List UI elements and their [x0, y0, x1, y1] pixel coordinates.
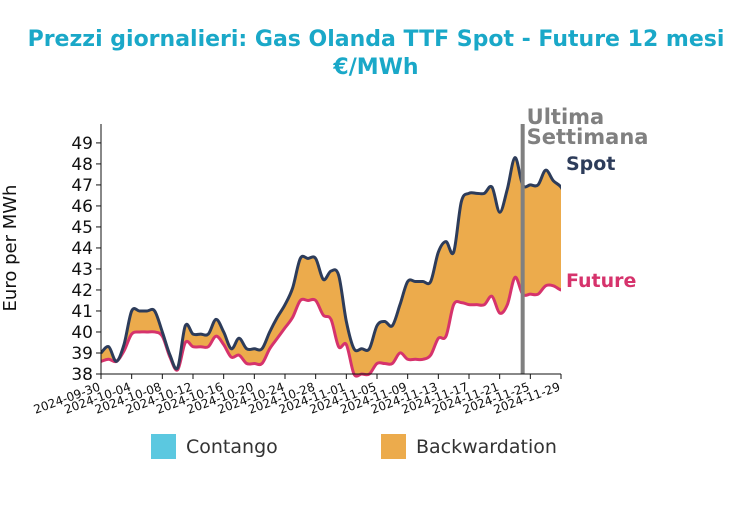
y-tick-label: 42 [71, 281, 93, 301]
legend-swatch-backwardation [381, 434, 406, 459]
y-tick-label: 39 [71, 344, 93, 364]
legend-label-backwardation: Backwardation [416, 436, 557, 458]
legend-label-contango: Contango [186, 436, 278, 458]
backwardation-area [101, 157, 561, 377]
y-tick-label: 47 [71, 176, 93, 196]
legend-swatch-contango [151, 434, 176, 459]
y-axis-label: Euro per MWh [0, 185, 21, 312]
chart-title-line1: Prezzi giornalieri: Gas Olanda TTF Spot … [28, 27, 725, 52]
y-tick-label: 46 [71, 197, 93, 217]
y-tick-label: 44 [71, 239, 93, 259]
y-tick-label: 43 [71, 260, 93, 280]
y-tick-label: 41 [71, 302, 93, 322]
series-labels-group: Spot Future [566, 153, 636, 292]
y-tick-label: 45 [71, 218, 93, 238]
area-fill-group [101, 157, 561, 377]
marker-label-line2: Settimana [527, 125, 649, 149]
y-tick-label: 49 [71, 134, 93, 154]
legend: Contango Backwardation [151, 434, 557, 459]
x-ticks-group: 2024-09-302024-10-042024-10-082024-10-12… [32, 374, 562, 417]
y-tick-label: 38 [71, 365, 93, 385]
spot-series-label: Spot [566, 153, 615, 175]
chart-title-line2: €/MWh [332, 55, 418, 80]
y-tick-label: 48 [71, 155, 93, 175]
spot-line [101, 156, 561, 371]
y-tick-label: 40 [71, 323, 93, 343]
marker-label-line1: Ultima [527, 105, 605, 129]
future-series-label: Future [566, 270, 636, 292]
series-lines-group [101, 156, 561, 378]
